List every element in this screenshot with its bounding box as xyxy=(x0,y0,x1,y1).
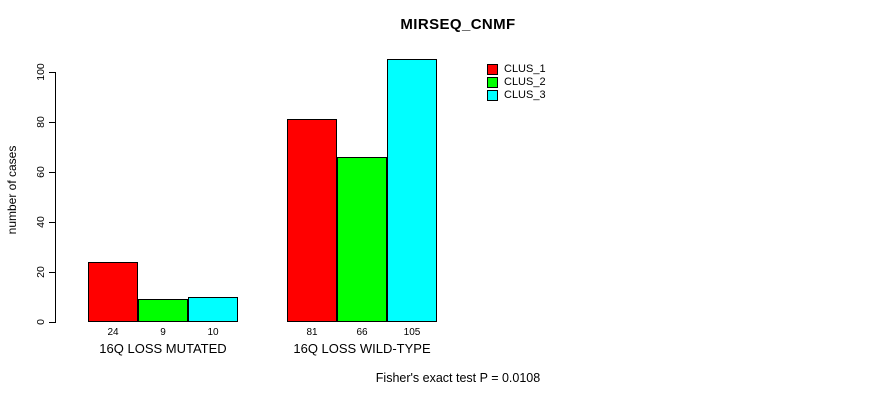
bar-clus_2-0 xyxy=(138,299,188,322)
bar-clus_1-1 xyxy=(287,119,337,322)
y-tick-label: 60 xyxy=(35,166,47,178)
bar-clus_2-1 xyxy=(337,157,387,322)
legend-label: CLUS_3 xyxy=(504,89,546,101)
legend-label: CLUS_2 xyxy=(504,76,546,88)
y-tick-label: 0 xyxy=(35,319,47,325)
y-tick-label: 100 xyxy=(35,63,47,81)
legend-swatch-clus_1 xyxy=(487,64,498,75)
annotation-text: Fisher's exact test P = 0.0108 xyxy=(375,371,541,385)
y-tick xyxy=(49,322,55,323)
bar-value-label: 105 xyxy=(403,327,421,338)
bar-value-label: 66 xyxy=(356,327,368,338)
legend-item: CLUS_3 xyxy=(487,89,546,102)
bar-clus_3-1 xyxy=(387,59,437,322)
legend-label: CLUS_1 xyxy=(504,63,546,75)
y-tick-label: 80 xyxy=(35,116,47,128)
bar-value-label: 24 xyxy=(107,327,119,338)
y-tick xyxy=(49,72,55,73)
chart-title: MIRSEQ_CNMF xyxy=(400,16,516,33)
y-tick xyxy=(49,122,55,123)
bar-value-label: 81 xyxy=(306,327,318,338)
y-axis-line xyxy=(55,72,56,323)
legend-item: CLUS_1 xyxy=(487,63,546,76)
y-tick xyxy=(49,172,55,173)
y-tick-label: 20 xyxy=(35,266,47,278)
legend-swatch-clus_2 xyxy=(487,77,498,88)
y-tick xyxy=(49,222,55,223)
y-tick-label: 40 xyxy=(35,216,47,228)
bar-value-label: 9 xyxy=(160,327,166,338)
bar-clus_1-0 xyxy=(88,262,138,322)
bar-clus_3-0 xyxy=(188,297,238,322)
bar-value-label: 10 xyxy=(207,327,219,338)
category-label: 16Q LOSS MUTATED xyxy=(99,341,227,356)
legend-item: CLUS_2 xyxy=(487,76,546,89)
category-label: 16Q LOSS WILD-TYPE xyxy=(293,341,431,356)
legend: CLUS_1 CLUS_2 CLUS_3 xyxy=(487,63,546,102)
legend-swatch-clus_3 xyxy=(487,90,498,101)
y-tick xyxy=(49,272,55,273)
